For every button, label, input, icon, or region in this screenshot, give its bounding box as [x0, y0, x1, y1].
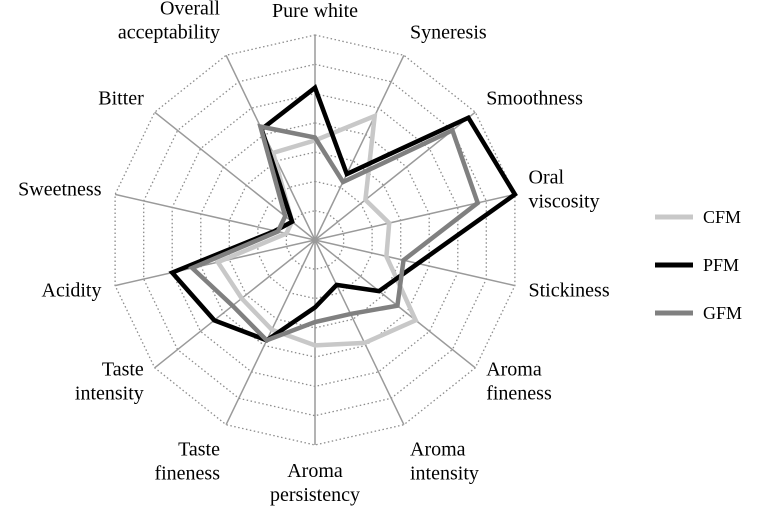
axis-spoke [114, 239, 316, 287]
series-line-gfm [188, 123, 481, 343]
axis-label: Oral viscosity [529, 167, 600, 213]
axis-label-line: fineness [154, 462, 220, 484]
axis-label: Aroma intensity [410, 438, 479, 484]
grid-ring [143, 63, 487, 417]
series-line-pfm [168, 84, 518, 343]
axis-label: Taste intensity [75, 359, 144, 405]
axis-label-line: Aroma [287, 460, 343, 482]
axis-label: Syneresis [410, 22, 487, 44]
axis-label-line: Overall [160, 0, 220, 20]
grid-ring [228, 151, 402, 329]
axis-label-line: fineness [486, 383, 552, 405]
legend-label-pfm: PFM [703, 255, 739, 275]
axis-label: Acidity [42, 280, 102, 302]
axis-label: Aroma persistency [270, 460, 360, 506]
axis-label-line: Pure white [272, 0, 358, 22]
axis-label: Taste fineness [154, 438, 220, 484]
axis-label-line: Aroma [410, 438, 466, 460]
axis-label-line: Bitter [98, 88, 144, 110]
series-line-cfm [214, 112, 419, 348]
axis-label-line: Aroma [486, 359, 542, 381]
axis-label-line: intensity [75, 383, 144, 405]
axis-label-line: Smoothness [486, 88, 583, 110]
axis-label: Pure white [272, 0, 358, 22]
axis-label-line: Sweetness [18, 179, 102, 201]
axis-label: Overall acceptability [118, 0, 221, 44]
axis-label-line: Stickiness [529, 280, 610, 302]
axis-spoke [154, 239, 316, 369]
axis-spoke [314, 193, 516, 241]
axis-spoke [314, 239, 405, 426]
axis-spoke [314, 54, 405, 241]
axis-label-line: viscosity [529, 191, 600, 213]
axis-label: Smoothness [486, 88, 583, 110]
axis-spoke [225, 54, 316, 241]
grid-ring [257, 180, 373, 300]
axis-label-line: Syneresis [410, 22, 487, 44]
axis-label-line: Taste [178, 438, 220, 460]
grid-ring [114, 34, 516, 446]
legend-label-cfm: CFM [703, 207, 741, 227]
legend-label-gfm: GFM [703, 303, 742, 323]
axis-label: Sweetness [18, 179, 102, 201]
axis-spoke [225, 239, 316, 426]
axis-label: Stickiness [529, 280, 610, 302]
axis-label: Bitter [98, 88, 144, 110]
axis-label-line: acceptability [118, 22, 220, 44]
axis-spoke [114, 193, 316, 241]
axis-label-line: Oral [529, 167, 565, 189]
axis-spoke [154, 111, 316, 241]
axis-label: Aroma fineness [486, 359, 552, 405]
axis-label-line: intensity [410, 462, 479, 484]
axis-label-line: Acidity [42, 280, 102, 302]
axis-label-line: persistency [270, 484, 360, 506]
axis-label-line: Taste [102, 359, 144, 381]
